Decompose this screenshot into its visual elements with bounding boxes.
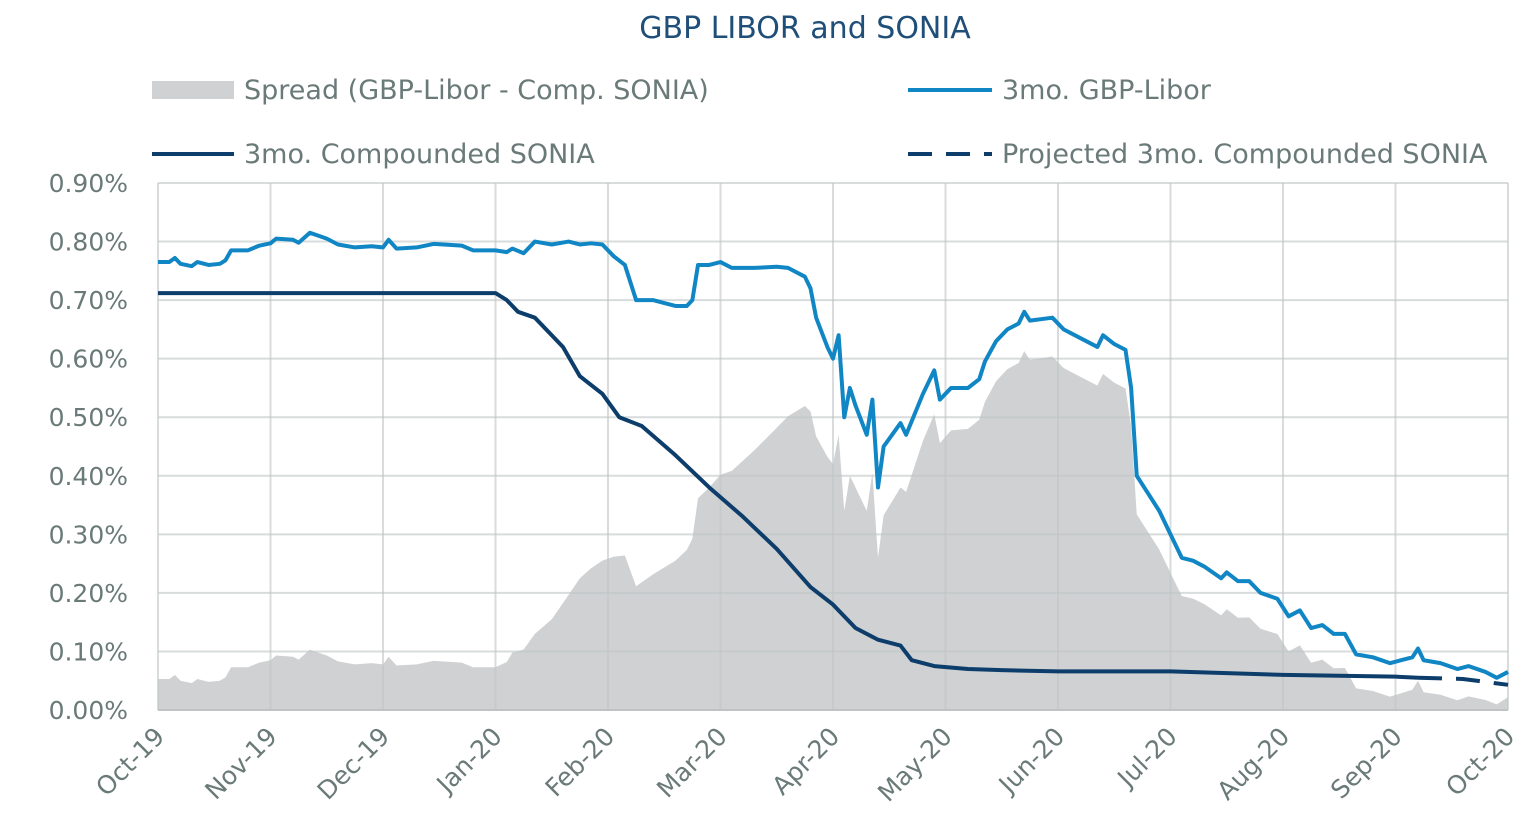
y-tick-label: 0.50%: [49, 403, 128, 432]
legend-label-sonia: 3mo. Compounded SONIA: [244, 139, 595, 170]
x-tick-label: Oct-20: [1440, 722, 1520, 802]
x-tick-label: Oct-19: [90, 722, 170, 802]
libor-line: [158, 230, 1509, 680]
y-tick-label: 0.90%: [49, 169, 128, 198]
x-tick-label: May-20: [872, 722, 958, 808]
x-tick-label: Apr-20: [766, 722, 845, 801]
x-tick-label: Jun-20: [992, 722, 1070, 800]
legend-label-projected: Projected 3mo. Compounded SONIA: [1002, 139, 1488, 170]
x-tick-label: Mar-20: [651, 722, 733, 804]
y-tick-label: 0.10%: [49, 637, 128, 666]
y-tick-label: 0.70%: [49, 286, 128, 315]
y-tick-label: 0.80%: [49, 228, 128, 257]
x-tick-label: Feb-20: [540, 722, 621, 803]
y-tick-label: 0.00%: [49, 696, 128, 725]
y-tick-label: 0.20%: [49, 579, 128, 608]
y-tick-label: 0.40%: [49, 462, 128, 491]
chart-title: GBP LIBOR and SONIA: [639, 11, 971, 46]
projected-sonia-line: [1417, 675, 1509, 687]
legend-label-spread: Spread (GBP-Libor - Comp. SONIA): [244, 75, 709, 106]
x-tick-label: Jan-20: [430, 722, 508, 800]
legend-label-libor: 3mo. GBP-Libor: [1002, 75, 1212, 106]
x-tick-label: Aug-20: [1211, 722, 1295, 806]
x-tick-label: Sep-20: [1325, 722, 1408, 805]
x-tick-label: Nov-19: [199, 722, 282, 805]
y-tick-label: 0.60%: [49, 345, 128, 374]
x-tick-label: Dec-19: [312, 722, 396, 806]
legend: Spread (GBP-Libor - Comp. SONIA) 3mo. GB…: [152, 75, 1488, 170]
x-tick-label: Jul-20: [1111, 722, 1183, 794]
y-tick-label: 0.30%: [49, 520, 128, 549]
legend-swatch-spread: [152, 81, 234, 99]
sonia-line: [158, 291, 1419, 680]
